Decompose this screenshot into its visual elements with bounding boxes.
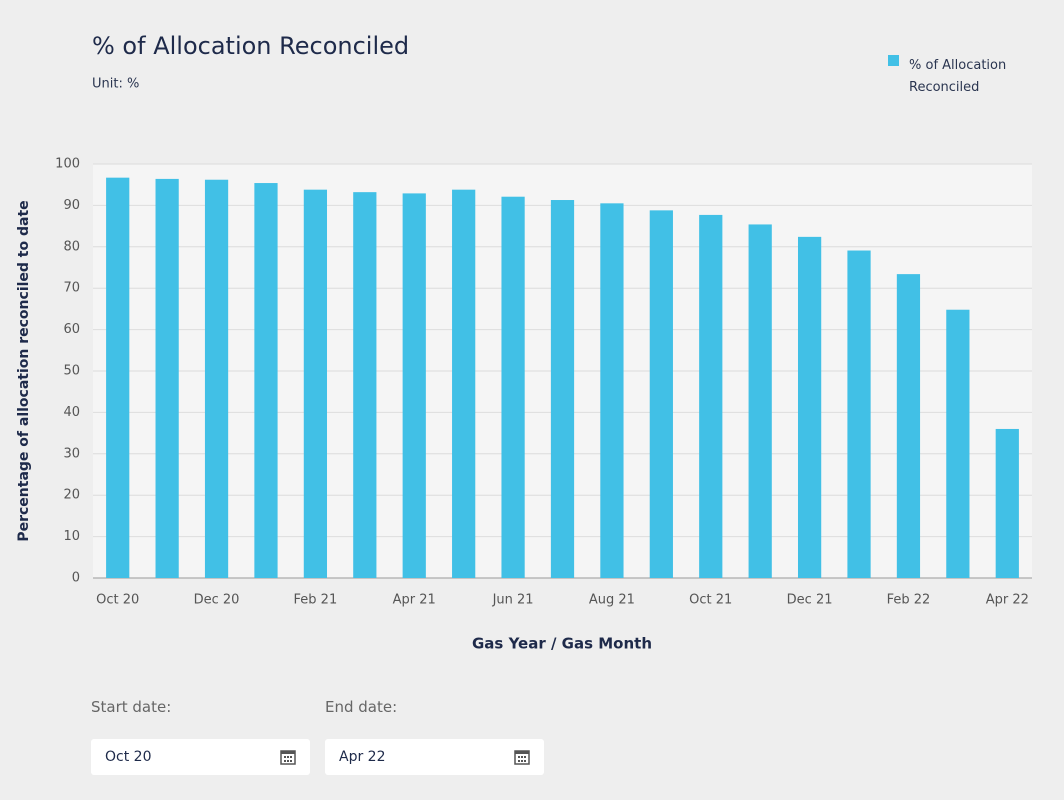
calendar-icon[interactable] — [280, 749, 296, 765]
x-tick-label: Feb 21 — [294, 593, 338, 608]
bar — [550, 200, 575, 578]
bar — [600, 203, 624, 578]
y-tick-label: 70 — [63, 281, 80, 296]
x-tick-label: Oct 20 — [96, 593, 139, 608]
bar — [155, 178, 179, 579]
bar — [353, 192, 377, 579]
legend-label: % of Allocation Reconciled — [909, 58, 1007, 95]
legend: % of Allocation Reconciled — [888, 55, 1018, 99]
bar — [501, 196, 525, 578]
bar — [303, 189, 328, 578]
y-tick-label: 60 — [63, 322, 80, 337]
bar — [847, 250, 871, 578]
y-tick-label: 30 — [63, 446, 80, 461]
legend-swatch — [888, 55, 899, 66]
x-tick-label: Jun 21 — [492, 593, 534, 608]
start-value: Oct 20 — [105, 749, 152, 765]
start-input[interactable]: Oct 20 — [91, 739, 310, 775]
chart-title: % of Allocation Reconciled — [92, 32, 409, 60]
y-tick-label: 40 — [63, 405, 80, 420]
start-label: Start date: — [91, 698, 172, 716]
x-tick-label: Feb 22 — [887, 593, 931, 608]
chart-subtitle: Unit: % — [92, 77, 139, 92]
y-tick-label: 90 — [63, 198, 80, 213]
bar — [946, 309, 970, 578]
calendar-icon[interactable] — [514, 749, 530, 765]
x-tick-label: Dec 21 — [787, 593, 833, 608]
y-tick-label: 100 — [55, 157, 80, 172]
end-label: End date: — [325, 698, 398, 716]
y-tick-label: 50 — [63, 364, 80, 379]
bar — [254, 183, 278, 578]
x-tick-label: Dec 20 — [194, 593, 240, 608]
x-axis-label: Gas Year / Gas Month — [472, 635, 652, 653]
end-input[interactable]: Apr 22 — [325, 739, 544, 775]
y-axis-label: Percentage of allocation reconciled to d… — [16, 200, 32, 541]
x-tick-label: Aug 21 — [589, 593, 635, 608]
x-tick-label: Apr 21 — [393, 593, 436, 608]
bar — [106, 177, 130, 579]
bar — [699, 214, 723, 578]
bar — [995, 428, 1019, 578]
bar — [797, 236, 822, 578]
bar — [452, 189, 476, 578]
y-tick-label: 80 — [63, 239, 80, 254]
bar — [896, 274, 921, 578]
y-tick-label: 10 — [63, 529, 80, 544]
bar — [204, 179, 229, 578]
x-tick-label: Oct 21 — [689, 593, 732, 608]
bar — [649, 210, 673, 579]
y-tick-label: 20 — [63, 488, 80, 503]
bar — [402, 193, 426, 579]
x-tick-label: Apr 22 — [986, 593, 1029, 608]
bar — [748, 224, 772, 578]
y-tick-label: 0 — [72, 571, 80, 586]
end-value: Apr 22 — [339, 749, 386, 765]
